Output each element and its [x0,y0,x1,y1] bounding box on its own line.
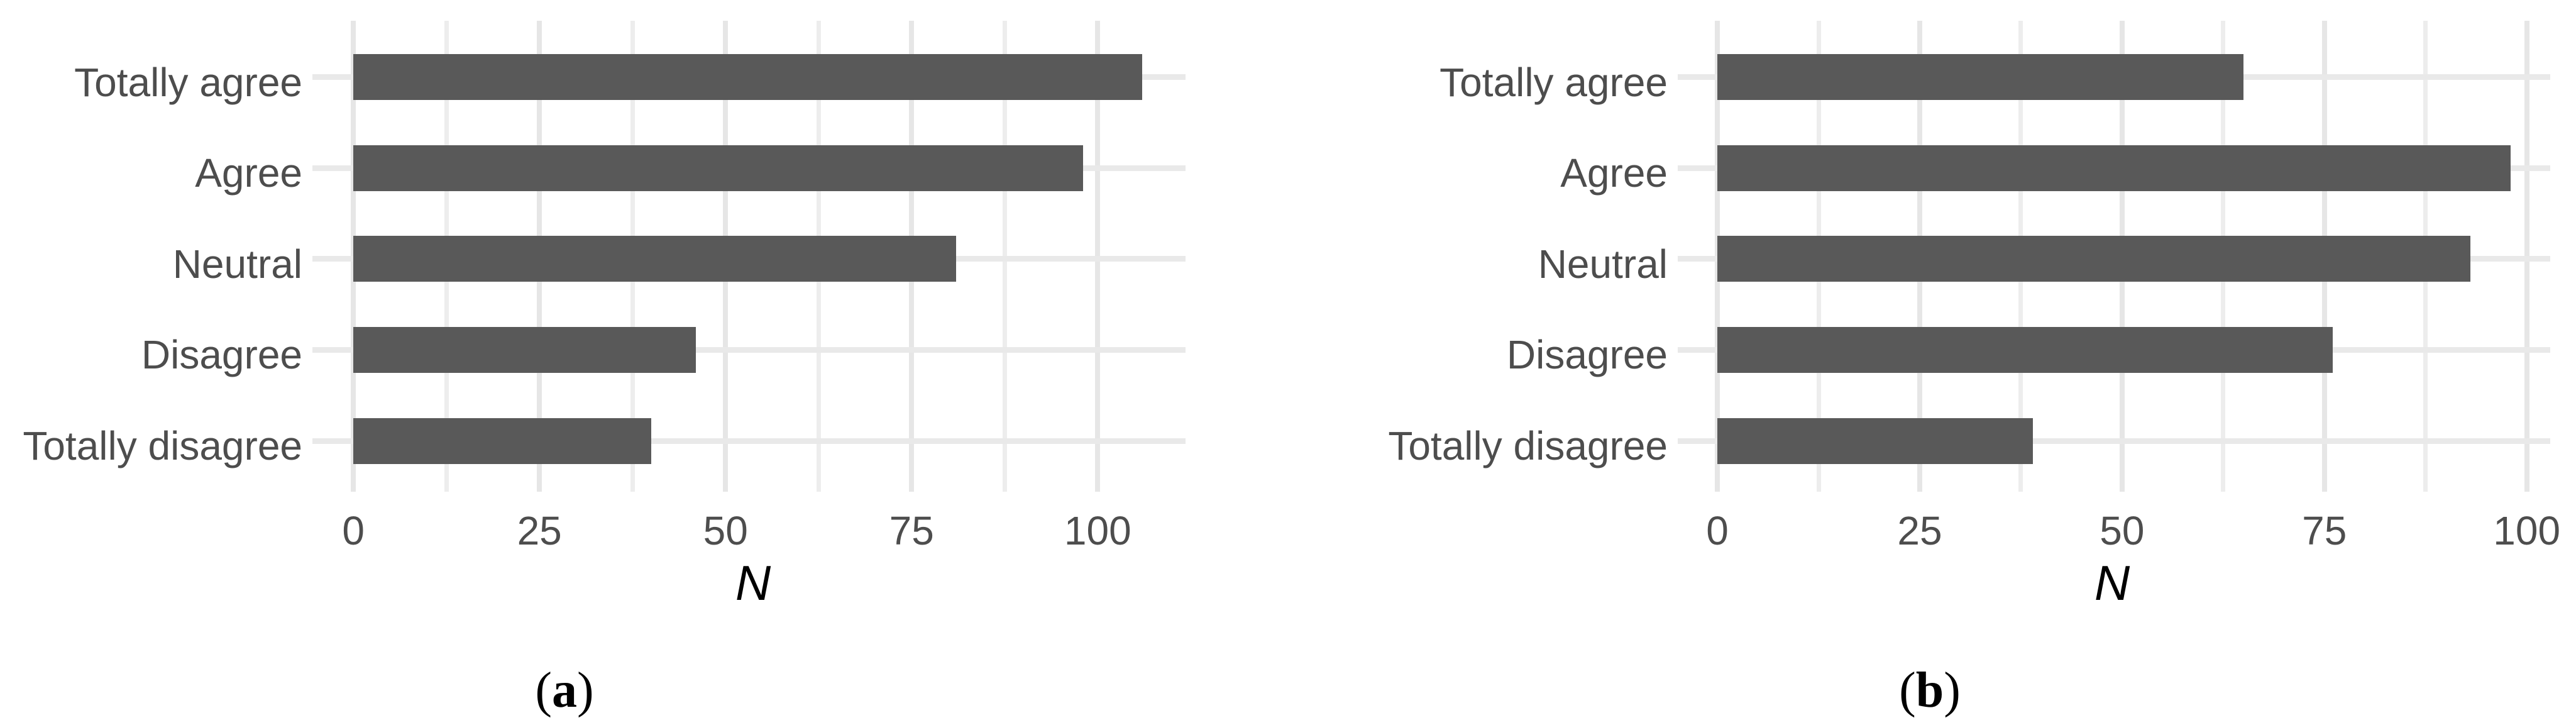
bar-totally-disagree [1717,418,2034,464]
x-axis-title: N [735,555,771,611]
bar-agree [353,145,1083,191]
y-axis-label: Agree [1560,150,1668,196]
bar-neutral [1717,236,2470,282]
y-axis-label: Totally agree [1439,59,1668,105]
y-axis-label: Disagree [1506,332,1668,378]
y-axis-label: Disagree [141,332,302,378]
x-axis-title: N [2094,555,2130,611]
bar-neutral [353,236,957,282]
gridline-category [312,346,1186,353]
x-tick-label: 0 [1706,508,1729,553]
subfigure-caption: (a) [535,663,594,718]
y-axis-label: Totally disagree [23,423,302,469]
x-tick-label: 25 [1897,508,1942,553]
bar-disagree [353,326,696,373]
x-tick-label: 100 [2493,508,2561,553]
plot-panel [312,21,1186,492]
y-axis-label: Totally agree [74,59,302,105]
bar-totally-agree [1717,54,2243,101]
caption-letter: a [552,663,577,718]
x-tick-label: 25 [517,508,562,553]
y-axis-label: Neutral [172,241,302,287]
x-tick-label: 100 [1064,508,1131,553]
y-axis-label: Agree [195,150,302,196]
x-tick-label: 0 [342,508,365,553]
x-tick-label: 50 [703,508,748,553]
gridline-category [1678,438,2550,444]
caption-letter: b [1915,663,1944,718]
plot-panel [1678,21,2550,492]
gridline-category [312,438,1186,444]
x-tick-label: 75 [2302,508,2347,553]
bar-totally-disagree [353,418,651,464]
x-tick-label: 75 [889,508,934,553]
y-axis-label: Neutral [1538,241,1668,287]
x-tick-label: 50 [2100,508,2145,553]
y-axis-label: Totally disagree [1388,423,1668,469]
subfigure-caption: (b) [1899,663,1961,718]
bar-disagree [1717,326,2333,373]
bar-agree [1717,145,2511,191]
bar-totally-agree [353,54,1143,101]
